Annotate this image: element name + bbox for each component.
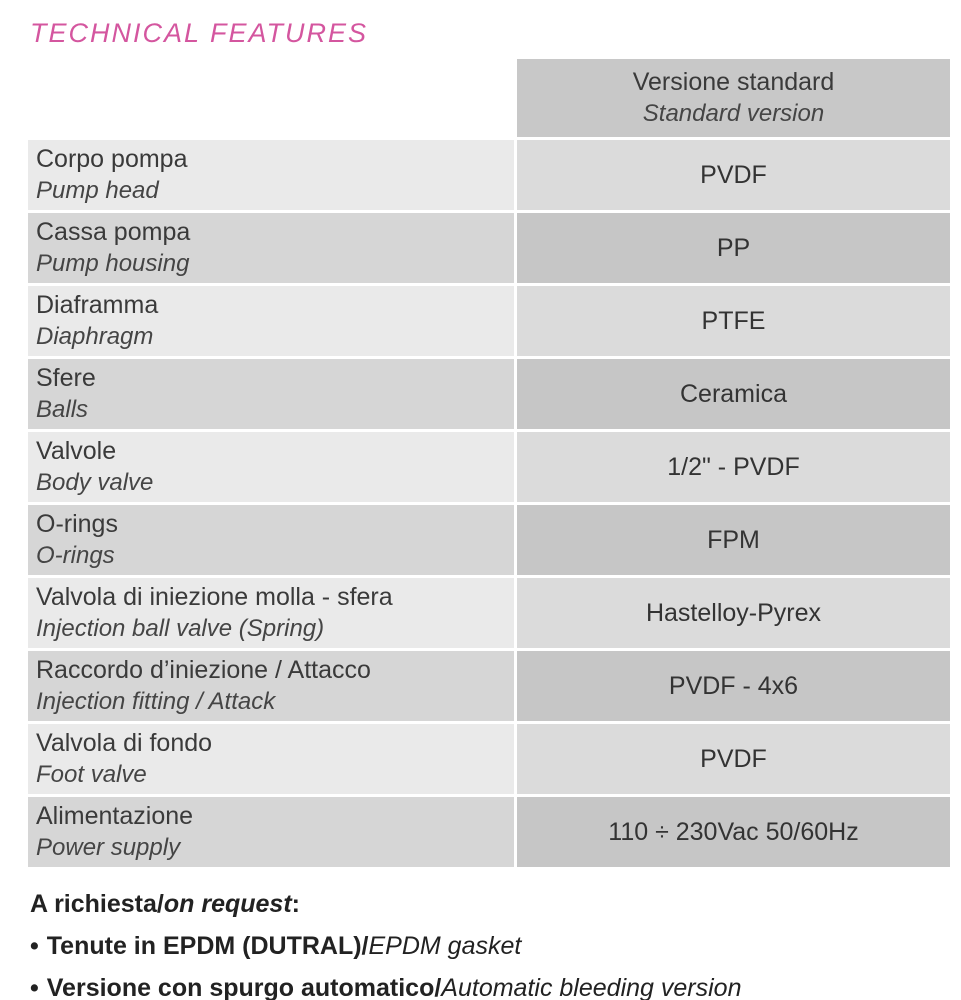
- notes-heading: A richiesta/on request:: [30, 887, 950, 921]
- row-label-cell: Corpo pompa Pump head: [28, 140, 514, 211]
- bullet-icon: •: [30, 932, 39, 961]
- row-value: PVDF - 4x6: [517, 651, 950, 722]
- row-label-it: Diaframma: [36, 291, 159, 320]
- row-label-it: Raccordo d’iniezione / Attacco: [36, 656, 371, 685]
- row-label-cell: O-rings O-rings: [28, 505, 514, 576]
- row-value: PTFE: [517, 286, 950, 357]
- table-row: Valvole Body valve 1/2" - PVDF: [28, 432, 950, 503]
- row-value: PVDF: [517, 724, 950, 795]
- row-value: 1/2" - PVDF: [517, 432, 950, 503]
- table-header-row: Versione standard Standard version: [28, 59, 950, 138]
- row-label-it: O-rings: [36, 510, 118, 539]
- table-row: O-rings O-rings FPM: [28, 505, 950, 576]
- row-value: Ceramica: [517, 359, 950, 430]
- row-label-cell: Sfere Balls: [28, 359, 514, 430]
- row-label-en: Injection ball valve (Spring): [36, 615, 325, 643]
- notes-heading-bold: A richiesta/: [30, 890, 164, 919]
- row-value: Hastelloy-Pyrex: [517, 578, 950, 649]
- header-spacer: [28, 59, 514, 138]
- notes-heading-italic: on request: [163, 890, 292, 919]
- table-row: Corpo pompa Pump head PVDF: [28, 140, 950, 211]
- note-item: • Tenute in EPDM (DUTRAL)/EPDM gasket: [30, 929, 950, 963]
- row-label-en: Diaphragm: [36, 323, 154, 351]
- row-label-cell: Alimentazione Power supply: [28, 797, 514, 868]
- row-label-cell: Valvola di fondo Foot valve: [28, 724, 514, 795]
- row-value: PP: [517, 213, 950, 284]
- row-label-en: Body valve: [36, 469, 154, 497]
- row-label-en: Power supply: [36, 834, 181, 862]
- row-label-cell: Valvola di iniezione molla - sfera Injec…: [28, 578, 514, 649]
- row-label-it: Valvole: [36, 437, 117, 466]
- note-item-bold: Tenute in EPDM (DUTRAL)/: [46, 932, 369, 961]
- table-row: Diaframma Diaphragm PTFE: [28, 286, 950, 357]
- row-label-cell: Valvole Body valve: [28, 432, 514, 503]
- row-label-en: Foot valve: [36, 761, 147, 789]
- row-label-en: Pump housing: [36, 250, 190, 278]
- table-row: Alimentazione Power supply 110 ÷ 230Vac …: [28, 797, 950, 868]
- note-item-italic: Automatic bleeding version: [441, 974, 742, 1000]
- row-label-it: Corpo pompa: [36, 145, 188, 174]
- note-item: • Versione con spurgo automatico/Automati…: [30, 971, 950, 1000]
- table-row: Raccordo d’iniezione / Attacco Injection…: [28, 651, 950, 722]
- table-row: Valvola di fondo Foot valve PVDF: [28, 724, 950, 795]
- table-header-cell: Versione standard Standard version: [517, 59, 950, 138]
- row-value: PVDF: [517, 140, 950, 211]
- table-row: Valvola di iniezione molla - sfera Injec…: [28, 578, 950, 649]
- header-title-it: Versione standard: [632, 68, 835, 97]
- table-row: Sfere Balls Ceramica: [28, 359, 950, 430]
- row-label-cell: Raccordo d’iniezione / Attacco Injection…: [28, 651, 514, 722]
- row-label-en: Pump head: [36, 177, 159, 205]
- row-label-en: Balls: [36, 396, 89, 424]
- header-title-en: Standard version: [642, 100, 825, 128]
- note-item-italic: EPDM gasket: [368, 932, 522, 961]
- page-title: TECHNICAL FEATURES: [30, 18, 369, 48]
- notes-section: A richiesta/on request: • Tenute in EPDM …: [28, 887, 950, 1000]
- row-label-cell: Cassa pompa Pump housing: [28, 213, 514, 284]
- row-label-en: Injection fitting / Attack: [36, 688, 276, 716]
- row-value: FPM: [517, 505, 950, 576]
- features-table: Versione standard Standard version Corpo…: [28, 59, 950, 868]
- row-label-it: Sfere: [36, 364, 96, 393]
- row-label-it: Cassa pompa: [36, 218, 191, 247]
- row-label-it: Alimentazione: [36, 802, 194, 831]
- table-row: Cassa pompa Pump housing PP: [28, 213, 950, 284]
- row-label-cell: Diaframma Diaphragm: [28, 286, 514, 357]
- row-label-it: Valvola di fondo: [36, 729, 213, 758]
- row-label-it: Valvola di iniezione molla - sfera: [36, 583, 393, 612]
- row-value: 110 ÷ 230Vac 50/60Hz: [517, 797, 950, 868]
- row-label-en: O-rings: [36, 542, 115, 570]
- note-item-bold: Versione con spurgo automatico/: [46, 974, 442, 1000]
- notes-heading-suffix: :: [291, 890, 300, 919]
- bullet-icon: •: [30, 974, 39, 1000]
